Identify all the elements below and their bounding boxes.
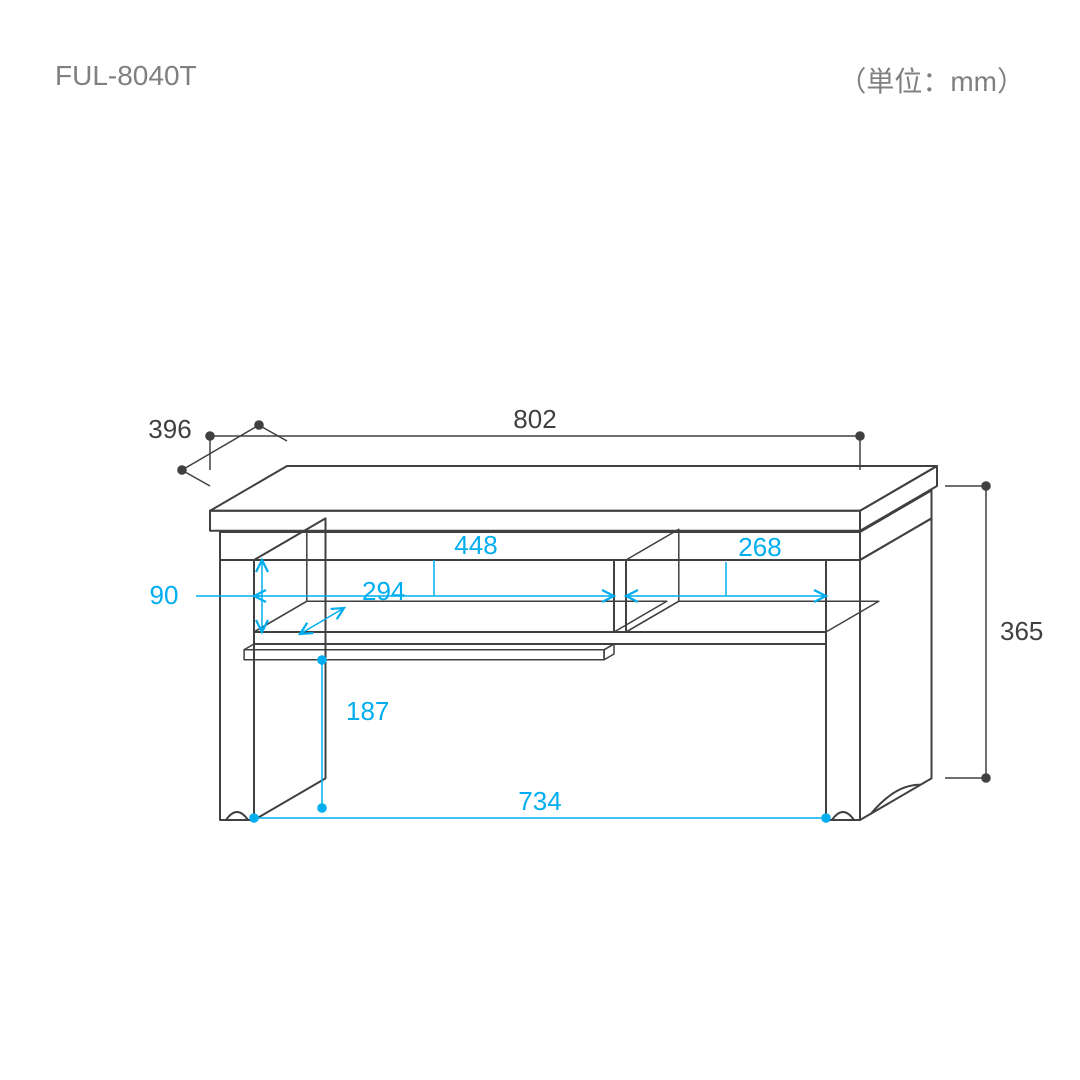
dim-inner-width: 734: [518, 786, 561, 816]
dim-height-total: 365: [1000, 616, 1043, 646]
dim-tray-floor: 187: [346, 696, 389, 726]
dim-shelf-right: 268: [738, 532, 781, 562]
dim-opening-h: 90: [150, 580, 179, 610]
dim-shelf-depth: 294: [362, 576, 405, 606]
dim-width-total: 802: [513, 404, 556, 434]
unit-label: （単位：mm）: [838, 60, 1025, 100]
outer-dimensions: 802 396 365: [148, 404, 1043, 778]
dim-shelf-left: 448: [454, 530, 497, 560]
model-label: FUL-8040T: [55, 60, 197, 92]
inner-dimensions: 448 268 294 90 187 734: [150, 530, 826, 818]
drawing: 802 396 365 448 268 294 90 187 734: [0, 0, 1080, 1080]
table-outline: [210, 466, 937, 820]
dim-depth-total: 396: [148, 414, 191, 444]
